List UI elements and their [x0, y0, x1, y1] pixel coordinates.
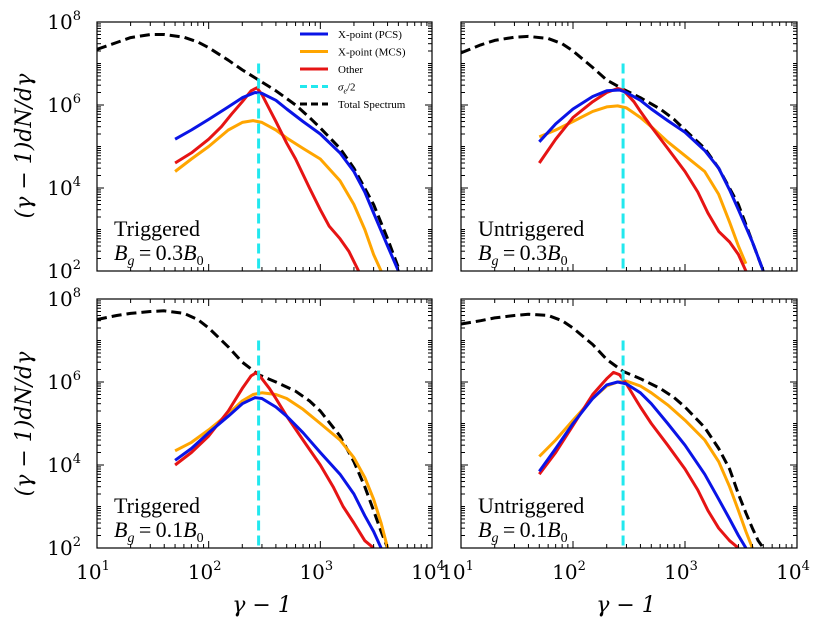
x-tick-label: 104: [411, 559, 445, 584]
x-tick-label: 101: [76, 559, 110, 584]
y-tick-label: 106: [47, 369, 81, 394]
series-line-total-spectrum: [461, 312, 765, 548]
y-axis-label: (γ − 1)dN/dγ: [12, 73, 37, 219]
series-line-other: [174, 370, 375, 548]
series-line-total-spectrum: [97, 33, 400, 269]
legend-label: σe/2: [338, 82, 356, 96]
x-tick-label: 102: [552, 559, 586, 584]
series-line-x-point-pcs: [538, 88, 765, 271]
panel-annotation-bg: Bg = 0.1B0: [478, 517, 568, 546]
legend-label: X-point (MCS): [338, 47, 406, 59]
legend-label: X-point (PCS): [338, 29, 402, 41]
series-line-x-point-pcs: [538, 380, 748, 548]
y-tick-label: 102: [47, 535, 81, 560]
x-axis-label: γ − 1: [232, 593, 292, 618]
legend: X-point (PCS) X-point (MCS) Other σe/2 Total…: [300, 29, 406, 111]
series-line-x-point-mcs: [538, 379, 754, 548]
legend-label: Total Spectrum: [338, 99, 406, 111]
y-tick-label: 106: [47, 92, 81, 117]
x-tick-label: 104: [776, 559, 810, 584]
x-tick-label: 103: [299, 559, 333, 584]
panel-annotation-bg: Bg = 0.3B0: [478, 240, 568, 269]
legend-label: Other: [338, 64, 363, 76]
series-line-other: [538, 370, 740, 548]
x-tick-label: 102: [188, 559, 222, 584]
series-line-x-point-mcs: [538, 104, 748, 265]
series-line-other: [538, 87, 748, 271]
x-tick-label: 101: [440, 559, 474, 584]
series-line-x-point-pcs: [174, 91, 400, 271]
y-tick-label: 102: [47, 258, 81, 283]
panel-annotation-bg: Bg = 0.1B0: [114, 517, 204, 546]
panel-annotation-bg: Bg = 0.3B0: [114, 240, 204, 269]
y-tick-label: 108: [47, 286, 81, 311]
x-axis-label: γ − 1: [596, 593, 656, 618]
y-tick-label: 104: [47, 175, 81, 200]
y-axis-label: (γ − 1)dN/dγ: [12, 351, 37, 497]
panel-annotation-title: Triggered: [114, 216, 200, 241]
y-tick-label: 104: [47, 452, 81, 477]
y-tick-label: 108: [47, 9, 81, 34]
series-line-other: [174, 86, 360, 271]
panel-annotation-title: Untriggered: [478, 216, 584, 241]
panel-annotation-title: Triggered: [114, 493, 200, 518]
series-line-x-point-pcs: [174, 396, 383, 548]
x-tick-label: 103: [664, 559, 698, 584]
panel-annotation-title: Untriggered: [478, 493, 584, 518]
